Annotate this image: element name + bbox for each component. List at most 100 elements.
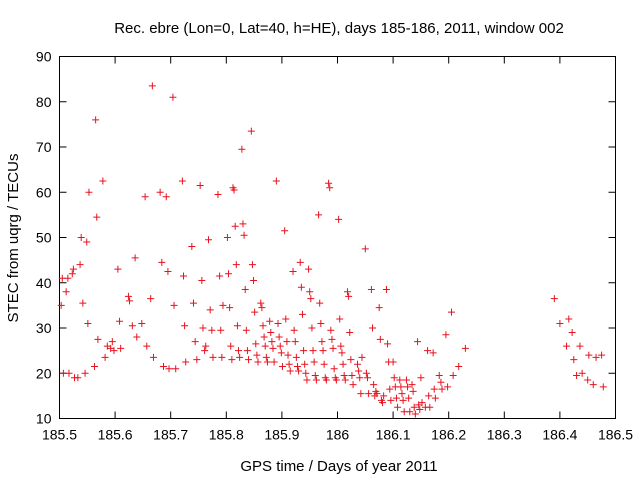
data-point: [431, 394, 439, 402]
data-point: [65, 369, 73, 377]
data-point: [305, 265, 313, 273]
data-point: [114, 265, 122, 273]
data-point: [335, 215, 343, 223]
data-point: [312, 376, 320, 384]
data-point: [227, 342, 235, 350]
y-tick-label: 30: [36, 320, 52, 336]
y-axis: 10 20 30 40 50 60 70 80 90: [36, 49, 616, 427]
data-point: [128, 322, 136, 330]
y-tick-label: 10: [36, 411, 52, 427]
data-point: [149, 353, 157, 361]
data-point: [147, 295, 155, 303]
data-point: [570, 356, 578, 364]
data-point: [308, 324, 316, 332]
data-point: [338, 349, 346, 357]
data-point: [81, 369, 89, 377]
data-point: [201, 347, 209, 355]
data-point: [269, 344, 277, 352]
data-point: [375, 304, 383, 312]
data-point: [263, 358, 271, 366]
data-point: [232, 261, 240, 269]
data-point: [164, 267, 172, 275]
data-point: [110, 347, 118, 355]
x-axis: 185.5 185.6 185.7 185.8 185.9 186 186.1 186.2 18…: [42, 56, 633, 443]
data-point: [226, 304, 234, 312]
y-tick-label: 20: [36, 365, 52, 381]
data-point: [268, 338, 276, 346]
data-point: [396, 376, 404, 384]
data-point: [225, 270, 233, 278]
data-point: [364, 374, 372, 382]
data-point: [346, 329, 354, 337]
data-point: [425, 392, 433, 400]
data-point: [384, 340, 392, 348]
data-point: [170, 301, 178, 309]
data-point: [69, 265, 77, 273]
data-point: [411, 410, 419, 418]
data-point: [238, 145, 246, 153]
data-point: [285, 360, 293, 368]
data-point: [426, 403, 434, 411]
y-tick-label: 70: [36, 139, 52, 155]
data-point: [361, 245, 369, 253]
data-point: [85, 188, 93, 196]
data-point: [214, 191, 222, 199]
data-point: [309, 347, 317, 355]
data-point: [295, 367, 303, 375]
data-point: [336, 315, 344, 323]
data-point: [261, 342, 269, 350]
data-point: [315, 211, 323, 219]
data-point: [389, 358, 397, 366]
data-point: [92, 116, 100, 124]
data-point: [307, 295, 315, 303]
data-point: [325, 179, 333, 187]
data-point: [117, 344, 125, 352]
data-point: [330, 365, 338, 373]
data-point: [418, 399, 426, 407]
data-point: [283, 338, 291, 346]
data-point: [354, 360, 362, 368]
data-point: [275, 333, 283, 341]
data-point: [202, 342, 210, 350]
data-point: [345, 292, 353, 300]
data-point: [390, 374, 398, 382]
data-point: [319, 347, 327, 355]
data-point: [206, 306, 214, 314]
data-point: [79, 299, 87, 307]
data-point: [267, 329, 275, 337]
data-point: [376, 335, 384, 343]
data-point: [370, 381, 378, 389]
data-point: [406, 408, 414, 416]
data-point: [158, 258, 166, 266]
data-point: [550, 295, 558, 303]
data-point: [576, 342, 584, 350]
data-point: [332, 376, 340, 384]
data-point: [429, 349, 437, 357]
plot-frame: [59, 56, 616, 419]
data-point: [91, 362, 99, 370]
data-point: [188, 243, 196, 251]
data-point: [223, 234, 231, 241]
data-point: [181, 322, 189, 330]
data-point: [373, 390, 381, 398]
data-point: [77, 234, 85, 241]
data-point: [126, 297, 134, 305]
data-point: [367, 286, 375, 294]
data-point: [218, 353, 226, 361]
x-tick-label: 186.2: [431, 427, 466, 443]
data-point: [386, 385, 394, 393]
data-point: [198, 276, 206, 284]
data-points: [57, 82, 607, 418]
data-point: [320, 360, 328, 368]
data-point: [444, 383, 452, 391]
x-tick-label: 186.3: [487, 427, 522, 443]
data-point: [208, 326, 216, 334]
data-point: [416, 405, 424, 413]
data-point: [306, 288, 314, 296]
data-point: [379, 399, 387, 407]
data-point: [341, 376, 349, 384]
data-point: [573, 372, 581, 380]
y-axis-label: STEC from uqrg / TECUs: [5, 154, 22, 323]
x-tick-label: 185.7: [153, 427, 188, 443]
